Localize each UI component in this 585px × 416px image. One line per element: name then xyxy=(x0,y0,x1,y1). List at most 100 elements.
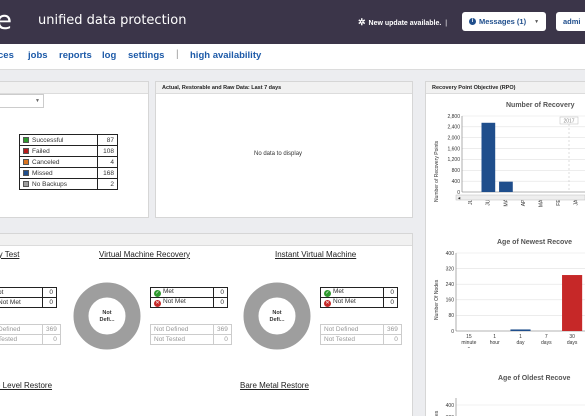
y-tick-label: 1,600 xyxy=(447,146,460,152)
scroll-left-icon: ◂ xyxy=(458,196,461,202)
y-axis-label: es xyxy=(434,410,440,416)
legend-row[interactable]: Failed 108 xyxy=(19,145,118,157)
nav-item-log[interactable]: log xyxy=(102,50,117,61)
update-separator: | xyxy=(445,20,448,27)
status-value: 369 xyxy=(383,324,402,335)
info-icon: i xyxy=(468,18,476,25)
bar xyxy=(499,181,513,192)
chart-title: Age of Oldest Recove xyxy=(498,375,571,382)
status-value: 0 xyxy=(383,287,398,298)
legend-value: 2 xyxy=(97,178,118,190)
y-tick-label: 0 xyxy=(457,190,460,196)
nav-item-jobs[interactable]: jobs xyxy=(28,50,48,61)
bar xyxy=(481,122,496,192)
section-title[interactable]: Bare Metal Restore xyxy=(240,381,309,390)
update-notice-text: New update available. xyxy=(368,20,442,27)
status-row: Not Tested 0 xyxy=(320,334,402,345)
y-tick-label: 2,000 xyxy=(447,136,460,142)
y-tick-label: 2,400 xyxy=(447,125,460,131)
x-tick-label: 7 xyxy=(545,334,548,340)
chart-title: Age of Newest Recove xyxy=(497,239,573,246)
legend-row[interactable]: No Backups 2 xyxy=(19,178,118,190)
status-label: Not Met xyxy=(163,298,186,305)
admin-button[interactable]: admi xyxy=(556,12,585,31)
section-title[interactable]: ry Test xyxy=(0,250,20,259)
update-notice[interactable]: ✲ New update available. | xyxy=(358,17,447,28)
legend-swatch xyxy=(23,147,29,154)
status-label: Met xyxy=(163,288,174,295)
top-bar: e unified data protection ✲ New update av… xyxy=(0,0,585,44)
status-label: Not Tested xyxy=(150,334,214,345)
donut-chart[interactable]: Not Defi... xyxy=(242,281,312,351)
rpo-title: Recovery Point Objective (RPO) xyxy=(426,82,585,94)
status-value: 0 xyxy=(213,334,232,345)
empty-message: No data to display xyxy=(254,151,303,157)
x-tick-label: APR xyxy=(521,196,527,207)
nav-item-reports[interactable]: reports xyxy=(59,50,92,61)
chart-title: Number of Recovery xyxy=(506,102,575,109)
status-row: Not Met 0 xyxy=(0,297,57,308)
x-tick-label: 30 xyxy=(569,334,575,340)
gear-icon: ✲ xyxy=(358,17,366,27)
status-table: ✓ Met 0 ✕ Not Met 0 xyxy=(150,287,228,308)
status-table-secondary: Not Defined 369 Not Tested 0 xyxy=(320,324,402,345)
status-row: Defined 369 xyxy=(0,324,61,335)
data-size-title: Actual, Restorable and Raw Data: Last 7 … xyxy=(156,82,412,94)
app-title: unified data protection xyxy=(38,13,187,28)
x-tick-label: day xyxy=(516,340,525,346)
year-marker: 2017 xyxy=(563,119,574,125)
bar xyxy=(562,275,583,331)
status-value: 369 xyxy=(42,324,61,335)
legend-value: 4 xyxy=(97,156,118,168)
svg-text:Defi...: Defi... xyxy=(270,317,285,323)
status-label: Not Met xyxy=(333,298,356,305)
x-tick-label: JUL xyxy=(468,196,474,205)
x-tick-label: 1 xyxy=(519,334,522,340)
check-icon: ✓ xyxy=(324,290,331,297)
x-tick-label: 1 xyxy=(493,334,496,340)
main-nav: ces jobs reports log settings | high ava… xyxy=(0,44,585,70)
x-icon: ✕ xyxy=(154,300,161,307)
y-tick-label: 240 xyxy=(446,282,455,288)
x-tick-label: MAR xyxy=(538,196,544,208)
legend-row[interactable]: Missed 168 xyxy=(19,167,118,179)
legend-value: 168 xyxy=(97,167,118,179)
y-tick-label: 400 xyxy=(446,251,455,257)
check-icon: ✓ xyxy=(154,290,161,297)
rpo-panel: Recovery Point Objective (RPO) xyxy=(425,81,585,416)
range-select[interactable]: ▼ xyxy=(0,94,44,108)
x-tick-label: days xyxy=(541,340,552,346)
x-tick-label: JUN xyxy=(486,196,492,206)
section-title[interactable]: e Level Restore xyxy=(0,381,53,390)
section-title[interactable]: Virtual Machine Recovery xyxy=(99,250,191,259)
legend-label: Missed xyxy=(32,169,53,177)
messages-button[interactable]: i Messages (1) ▼ xyxy=(462,12,546,31)
nav-item-high-availability[interactable]: high availability xyxy=(190,50,262,61)
data-size-panel: Actual, Restorable and Raw Data: Last 7 … xyxy=(155,81,413,218)
status-value: 0 xyxy=(213,297,228,308)
nav-item-resources[interactable]: ces xyxy=(0,50,14,61)
status-value: 0 xyxy=(42,334,61,345)
y-tick-label: 0 xyxy=(451,329,454,335)
status-row: Not Defined 369 xyxy=(320,324,402,335)
y-axis-label: Number Of Nodes xyxy=(434,279,440,320)
status-label: Met xyxy=(333,288,344,295)
y-tick-label: 400 xyxy=(452,179,461,185)
status-label: Not Met xyxy=(0,297,43,308)
svg-text:Defi...: Defi... xyxy=(100,317,115,323)
status-row: Not Tested 0 xyxy=(150,334,232,345)
status-row: ✕ Not Met 0 xyxy=(320,297,398,308)
y-tick-label: 320 xyxy=(446,415,455,416)
legend-row[interactable]: Canceled 4 xyxy=(19,156,118,168)
nav-item-settings[interactable]: settings xyxy=(128,50,165,61)
x-tick-label: 15 xyxy=(466,334,472,340)
status-value: 0 xyxy=(42,297,57,308)
legend-value: 108 xyxy=(97,145,118,157)
legend-value: 87 xyxy=(97,134,118,146)
legend-label: Failed xyxy=(32,147,50,155)
x-tick-label: hour xyxy=(490,340,500,346)
legend-row[interactable]: Successful 87 xyxy=(19,134,118,146)
donut-chart[interactable]: Not Defi... xyxy=(72,281,142,351)
section-title[interactable]: Instant Virtual Machine xyxy=(275,250,357,259)
